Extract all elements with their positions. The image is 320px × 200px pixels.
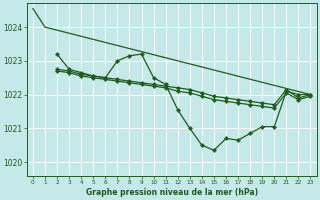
X-axis label: Graphe pression niveau de la mer (hPa): Graphe pression niveau de la mer (hPa) xyxy=(86,188,258,197)
